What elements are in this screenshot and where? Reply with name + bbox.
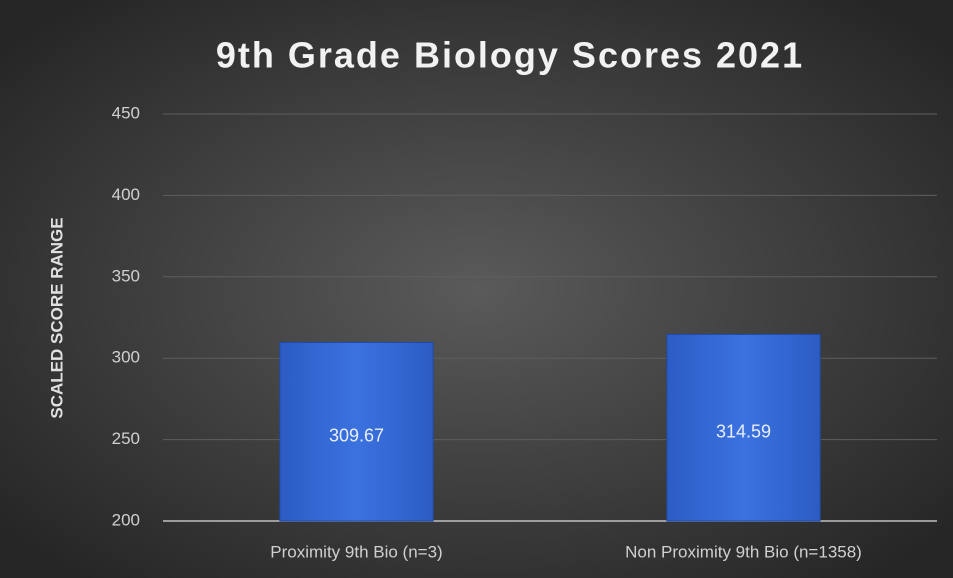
y-tick-label: 200 — [112, 510, 140, 529]
data-label: 314.59 — [716, 421, 771, 441]
x-tick-label: Non Proximity 9th Bio (n=1358) — [625, 542, 862, 561]
y-tick-label: 300 — [112, 348, 140, 367]
y-tick-label: 350 — [112, 266, 140, 285]
x-tick-label: Proximity 9th Bio (n=3) — [270, 542, 442, 561]
y-tick-label: 450 — [112, 103, 140, 122]
bar — [666, 333, 821, 522]
y-axis-label: SCALED SCORE RANGE — [47, 217, 66, 418]
bar — [279, 341, 434, 522]
y-tick-label: 250 — [112, 429, 140, 448]
data-label: 309.67 — [329, 425, 384, 445]
y-tick-label: 400 — [112, 185, 140, 204]
chart-title: 9th Grade Biology Scores 2021 — [216, 35, 804, 76]
